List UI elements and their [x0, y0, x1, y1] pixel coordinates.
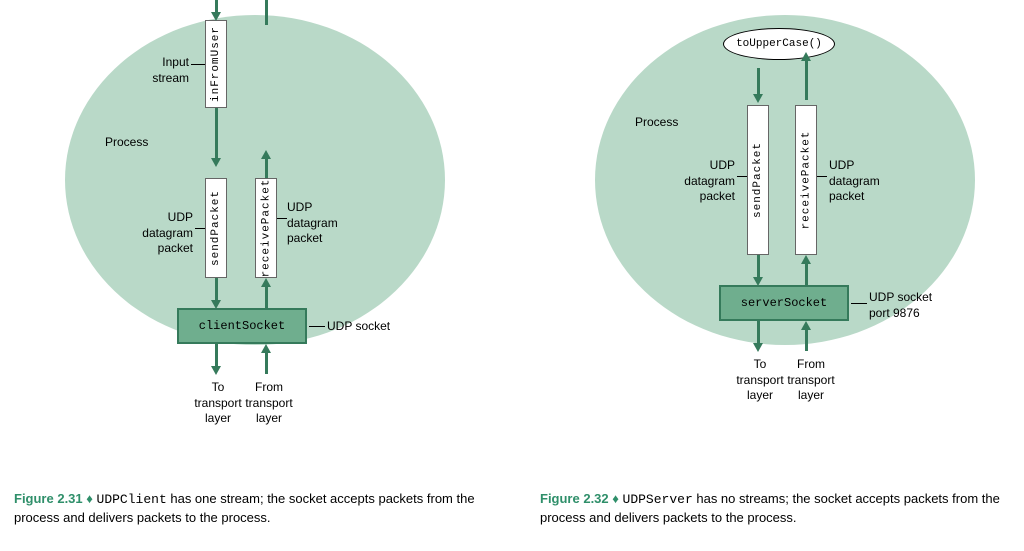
process-label: Process	[635, 115, 678, 131]
arrow	[215, 278, 218, 302]
arrow-head	[261, 150, 271, 159]
arrow	[265, 0, 268, 25]
process-label: Process	[105, 135, 148, 151]
receivepacket-box: receivePacket	[255, 178, 277, 278]
caption-mono: UDPServer	[623, 492, 693, 507]
udp-socket-label: UDP socket	[327, 319, 390, 335]
sendpacket-box: sendPacket	[747, 105, 769, 255]
arrow	[805, 263, 808, 285]
diamond-icon: ♦	[86, 491, 93, 506]
connector	[277, 218, 287, 219]
client-socket-box: clientSocket	[177, 308, 307, 344]
connector	[737, 176, 747, 177]
udp-datagram-left: UDP datagram packet	[129, 210, 193, 257]
udp-datagram-right: UDP datagram packet	[829, 158, 893, 205]
server-socket-text: serverSocket	[741, 296, 827, 310]
udp-datagram-left: UDP datagram packet	[671, 158, 735, 205]
arrow	[265, 352, 268, 374]
arrow	[265, 286, 268, 308]
arrow	[215, 344, 218, 368]
client-socket-text: clientSocket	[199, 319, 285, 333]
arrow-head	[261, 344, 271, 353]
receivepacket-text: receivePacket	[260, 179, 272, 278]
connector	[817, 176, 827, 177]
connector	[195, 228, 205, 229]
arrow-head	[753, 94, 763, 103]
arrow	[805, 60, 808, 100]
to-transport-label: To transport layer	[734, 357, 786, 404]
arrow-head	[261, 278, 271, 287]
from-transport-label: From transport layer	[785, 357, 837, 404]
arrow-head	[211, 366, 221, 375]
connector	[851, 303, 867, 304]
caption-right: Figure 2.32 ♦ UDPServer has no streams; …	[540, 490, 1020, 527]
input-stream-label: Input stream	[137, 55, 189, 86]
diamond-icon: ♦	[612, 491, 619, 506]
touppercase-oval: toUpperCase()	[723, 28, 835, 60]
infromuser-text: inFromUser	[210, 26, 222, 102]
sendpacket-box: sendPacket	[205, 178, 227, 278]
touppercase-text: toUpperCase()	[736, 38, 822, 50]
arrow-head	[753, 343, 763, 352]
caption-text: has no streams; the socket accepts packe…	[540, 491, 1000, 525]
to-transport-label: To transport layer	[192, 380, 244, 427]
arrow	[757, 255, 760, 279]
connector	[309, 326, 325, 327]
arrow-head	[801, 52, 811, 61]
caption-mono: UDPClient	[97, 492, 167, 507]
receivepacket-box: receivePacket	[795, 105, 817, 255]
server-socket-box: serverSocket	[719, 285, 849, 321]
infromuser-box: inFromUser	[205, 20, 227, 108]
arrow	[757, 68, 760, 96]
caption-text: has one stream; the socket accepts packe…	[14, 491, 475, 525]
sendpacket-text: sendPacket	[210, 190, 222, 266]
arrow	[215, 108, 218, 160]
arrow	[805, 329, 808, 351]
udp-datagram-right: UDP datagram packet	[287, 200, 351, 247]
caption-left: Figure 2.31 ♦ UDPClient has one stream; …	[14, 490, 494, 527]
arrow-head	[801, 255, 811, 264]
arrow	[265, 158, 268, 178]
arrow-head	[211, 158, 221, 167]
fig-number: Figure 2.32	[540, 491, 609, 506]
from-transport-label: From transport layer	[243, 380, 295, 427]
receivepacket-text: receivePacket	[800, 131, 812, 230]
sendpacket-text: sendPacket	[752, 142, 764, 218]
fig-number: Figure 2.31	[14, 491, 83, 506]
arrow	[757, 321, 760, 345]
arrow-head	[211, 12, 221, 21]
udp-socket-label: UDP socket port 9876	[869, 290, 932, 321]
process-label-text: Process	[635, 115, 678, 129]
process-label-text: Process	[105, 135, 148, 149]
arrow-head	[801, 321, 811, 330]
connector	[191, 64, 205, 65]
